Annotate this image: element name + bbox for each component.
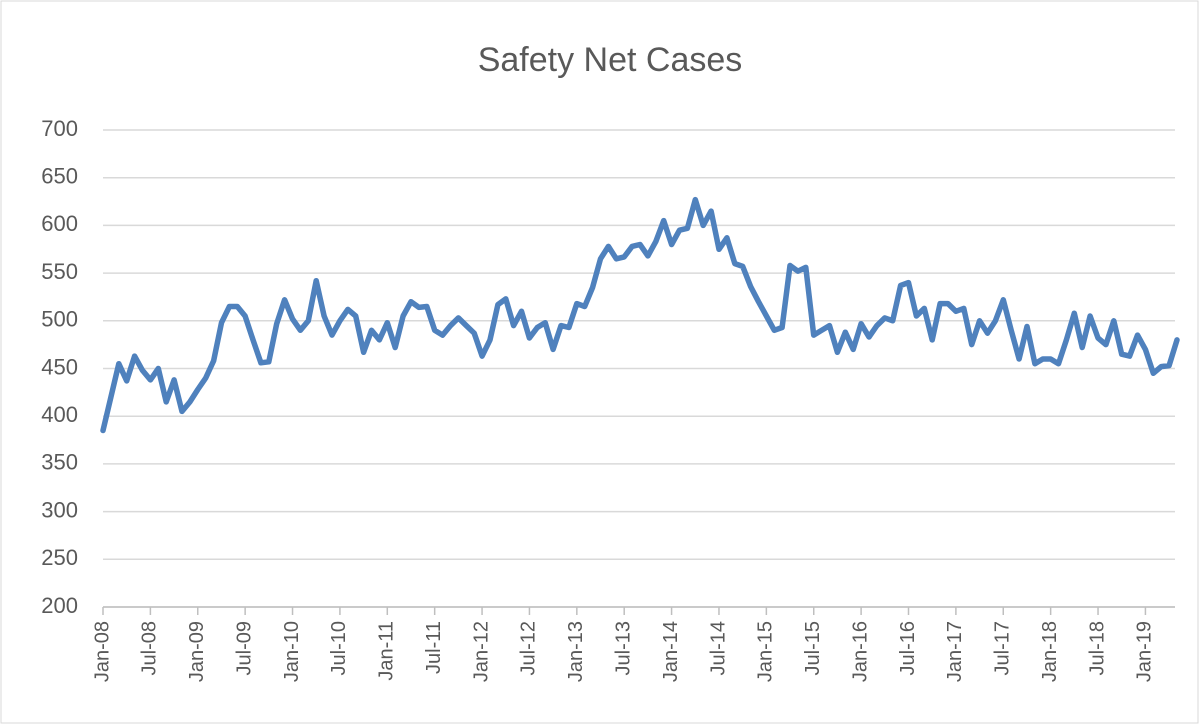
x-tick-label: Jan-08 — [91, 621, 113, 682]
x-tick-label: Jul-08 — [139, 621, 161, 675]
x-tick-label: Jan-16 — [849, 621, 871, 682]
y-tick-label: 300 — [41, 497, 78, 522]
x-tick-label: Jan-14 — [660, 621, 682, 682]
y-tick-label: 250 — [41, 545, 78, 570]
x-tick-label: Jan-18 — [1039, 621, 1061, 682]
y-tick-label: 600 — [41, 211, 78, 236]
x-tick-label: Jan-11 — [376, 621, 398, 681]
y-tick-label: 200 — [41, 593, 78, 618]
x-tick-label: Jul-11 — [423, 621, 445, 674]
y-tick-label: 700 — [41, 116, 78, 141]
data-line — [100, 196, 1180, 434]
x-tick-label: Jul-18 — [1086, 621, 1108, 675]
x-tick-label: Jul-10 — [328, 621, 350, 675]
y-tick-label: 550 — [41, 259, 78, 284]
x-tick-label: Jul-14 — [707, 621, 729, 675]
x-tick-label: Jan-13 — [565, 621, 587, 682]
chart-title: Safety Net Cases — [478, 41, 743, 79]
x-tick-label: Jul-09 — [233, 621, 255, 675]
x-tick-label: Jul-17 — [992, 621, 1014, 675]
x-tick-label: Jan-10 — [281, 621, 303, 682]
y-tick-label: 500 — [41, 307, 78, 332]
y-tick-label: 650 — [41, 164, 78, 189]
x-tick-label: Jul-15 — [802, 621, 824, 675]
x-tick-label: Jul-16 — [897, 621, 919, 675]
x-tick-label: Jan-09 — [186, 621, 208, 682]
x-tick-label: Jul-12 — [518, 621, 540, 675]
x-tick-label: Jan-12 — [470, 621, 492, 682]
x-tick-label: Jul-13 — [612, 621, 634, 675]
x-tick-label: Jan-19 — [1134, 621, 1156, 682]
x-tick-label: Jan-15 — [755, 621, 777, 682]
x-tick-label: Jan-17 — [944, 621, 966, 682]
y-tick-label: 350 — [41, 450, 78, 475]
y-tick-label: 450 — [41, 354, 78, 379]
y-tick-label: 400 — [41, 402, 78, 427]
